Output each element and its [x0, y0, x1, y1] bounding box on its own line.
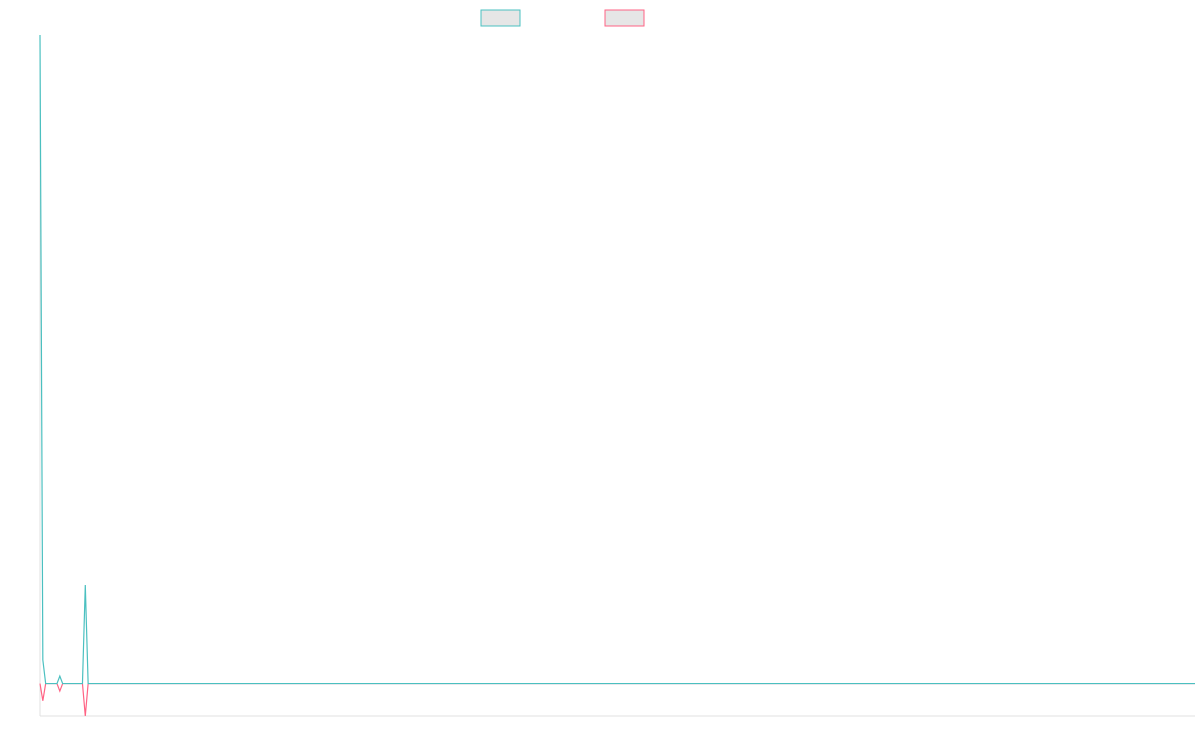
- series-line: [39, 34, 1195, 685]
- series-line: [39, 682, 1195, 717]
- legend-swatch: [604, 9, 645, 27]
- legend-swatch: [480, 9, 521, 27]
